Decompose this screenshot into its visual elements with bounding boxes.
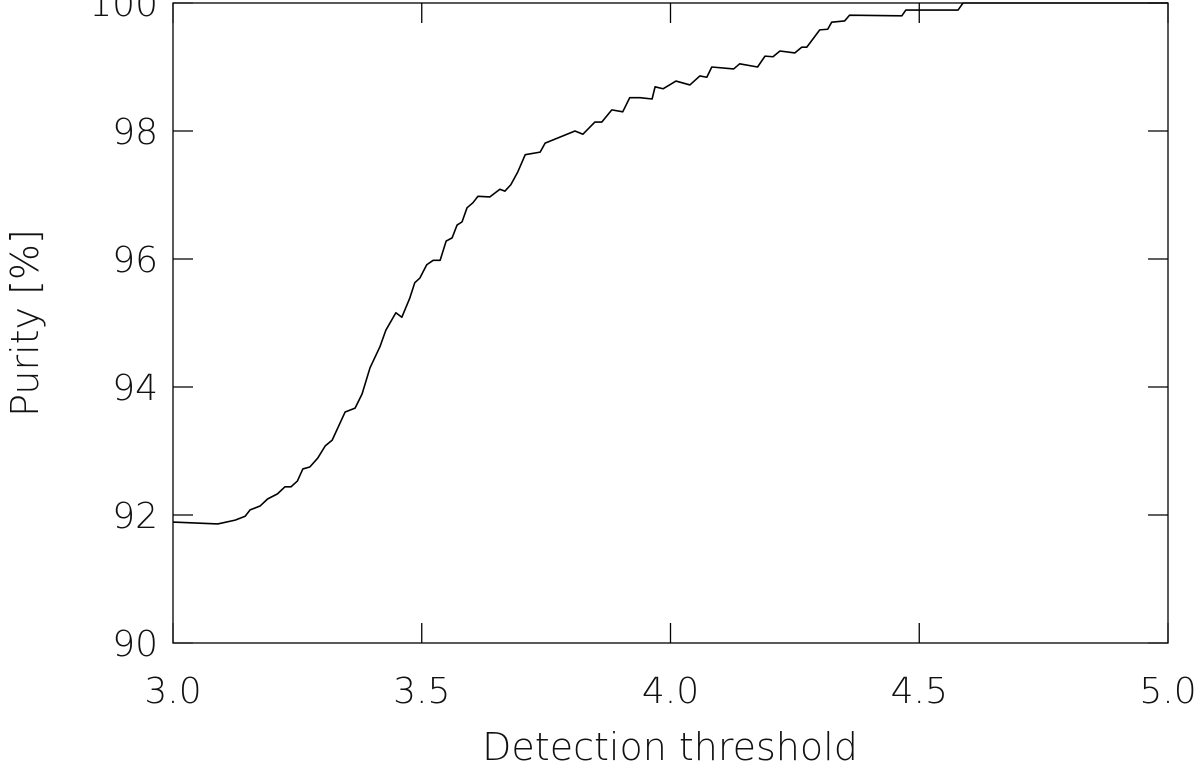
y-axis-title: Purity [%] bbox=[3, 229, 47, 417]
y-tick-label: 96 bbox=[112, 240, 158, 281]
data-line bbox=[172, 2, 1168, 525]
x-tick-label: 3.0 bbox=[144, 671, 201, 712]
plot-frame bbox=[172, 2, 1169, 644]
x-tick-label: 3.5 bbox=[393, 671, 450, 712]
y-tick-label: 100 bbox=[89, 0, 158, 25]
y-tick-label: 92 bbox=[112, 496, 158, 537]
x-tick-label: 4.5 bbox=[891, 671, 948, 712]
x-tick-label: 5.0 bbox=[1139, 671, 1196, 712]
y-tick-label: 94 bbox=[112, 368, 158, 409]
x-tick-label: 4.0 bbox=[642, 671, 699, 712]
y-tick-label: 98 bbox=[112, 112, 158, 153]
x-axis-title: Detection threshold bbox=[482, 725, 858, 763]
y-tick-label: 90 bbox=[112, 624, 158, 665]
